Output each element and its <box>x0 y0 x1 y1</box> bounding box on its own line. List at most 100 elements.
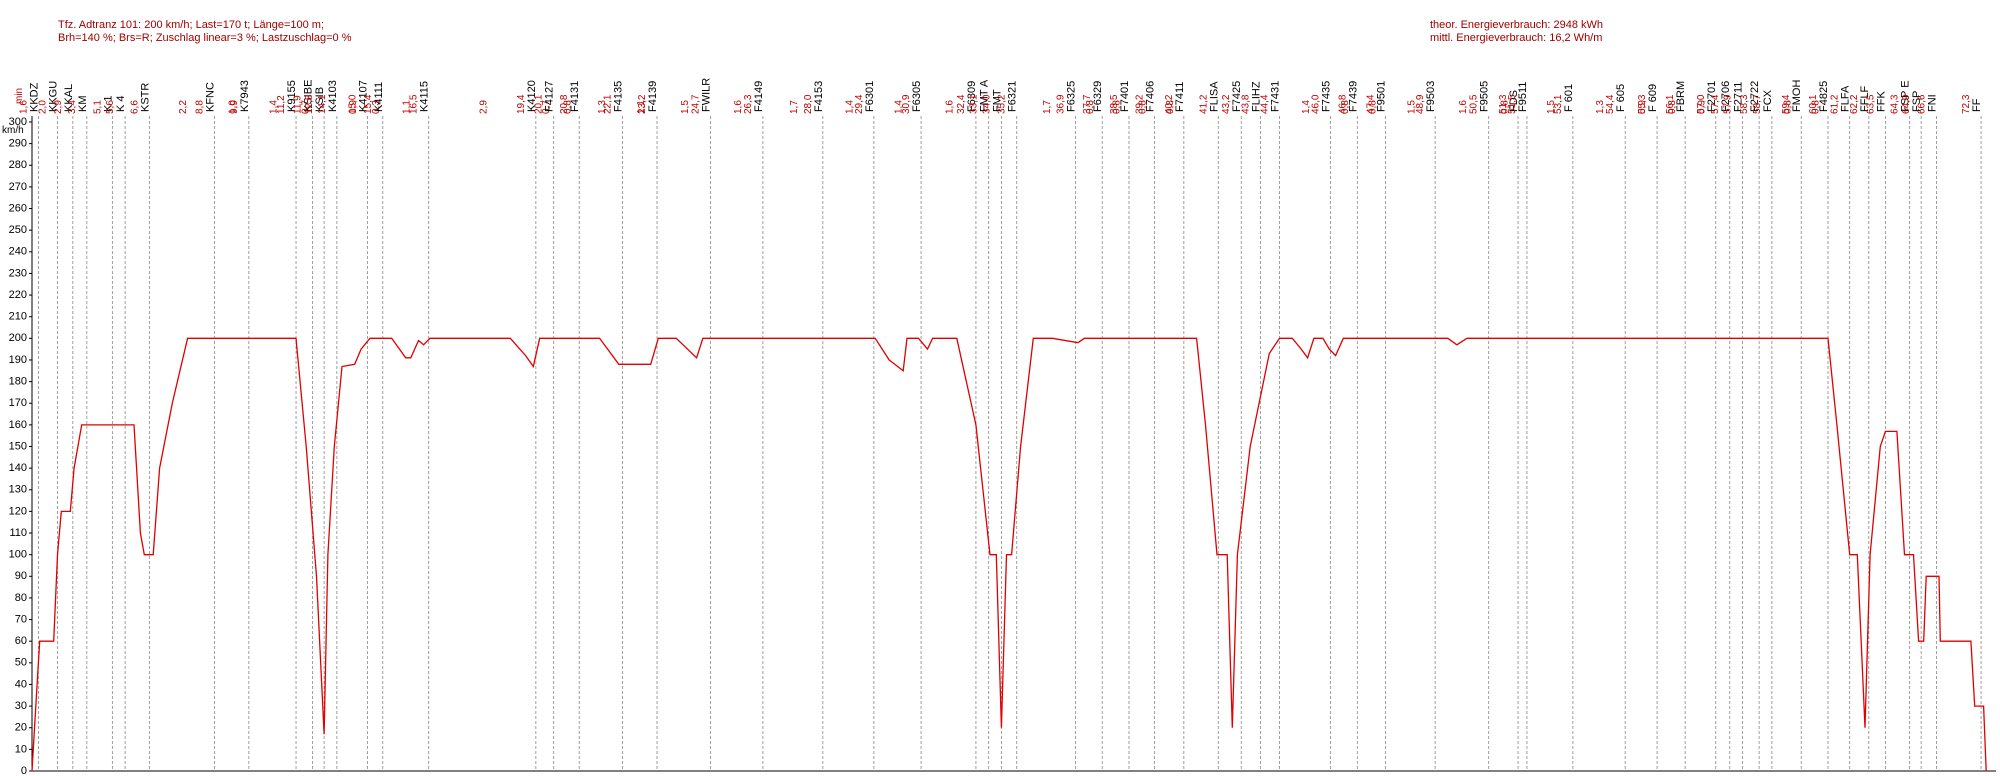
station-time: 37,7 <box>1082 94 1093 114</box>
station-name: F7435 <box>1321 81 1333 112</box>
y-tick-label: 20 <box>15 722 27 734</box>
station-time: 60,1 <box>1808 94 1819 114</box>
station-name: F4139 <box>647 81 659 112</box>
station-time: 16,5 <box>409 94 420 114</box>
y-tick-label: 240 <box>9 246 27 258</box>
station-time: 51,3 <box>1498 94 1509 114</box>
y-tick-label: 60 <box>15 635 27 647</box>
station-time: 32,4 <box>956 94 967 114</box>
interval-time: 1,1 <box>402 100 413 114</box>
station-time: 72,3 <box>1961 94 1972 114</box>
station-time: 48,9 <box>1415 94 1426 114</box>
interval-time: 0,8 <box>1165 100 1176 114</box>
interval-time: 0,8 <box>1367 100 1378 114</box>
interval-time: 2,9 <box>478 100 489 114</box>
station-name: F4825 <box>1818 81 1830 112</box>
interval-time: 1,4 <box>893 100 904 114</box>
interval-time: 1,6 <box>733 100 744 114</box>
station-time: 11,2 <box>276 95 287 114</box>
station-time: 36,9 <box>1055 94 1066 114</box>
header-line: Brh=140 %; Brs=R; Zuschlag linear=3 %; L… <box>58 32 352 44</box>
y-tick-label: 110 <box>9 527 27 539</box>
station-name: F9503 <box>1425 81 1437 112</box>
station-time: 64,3 <box>1890 94 1901 114</box>
station-name: K 4 <box>115 95 127 112</box>
y-tick-label: 270 <box>9 181 27 193</box>
interval-time: 1,6 <box>944 100 955 114</box>
interval-time: 1,4 <box>844 100 855 114</box>
station-name: F6321 <box>1007 81 1019 112</box>
y-tick-label: 70 <box>15 613 27 625</box>
station-name: F4127 <box>544 81 556 112</box>
station-name: F7406 <box>1145 81 1157 112</box>
station-name: F9511 <box>1517 82 1529 112</box>
y-tick-label: 290 <box>9 138 27 150</box>
station-name: F 605 <box>1615 84 1627 112</box>
station-name: KFNC <box>204 82 216 112</box>
interval-time: 1,7 <box>1042 100 1053 114</box>
station-name: F2706 <box>1720 81 1732 112</box>
station-name: KSIB <box>314 87 326 112</box>
header-line: theor. Energieverbrauch: 2948 kWh <box>1430 19 1603 31</box>
station-time: 54,4 <box>1605 94 1616 114</box>
station-name: FWILR <box>701 78 713 112</box>
station-name: F 601 <box>1563 84 1575 112</box>
interval-time: 0,8 <box>1783 100 1794 114</box>
y-tick-label: 280 <box>9 159 27 171</box>
y-tick-label: 250 <box>9 224 27 236</box>
station-time: 66,6 <box>1916 94 1927 114</box>
station-name: K 1 <box>102 95 114 112</box>
interval-time: 1,4 <box>268 100 279 114</box>
interval-time: 0,8 <box>1340 100 1351 114</box>
station-time: 28,0 <box>803 94 814 114</box>
station-time: 46,0 <box>1311 94 1322 114</box>
station-name: FSP E <box>1900 80 1912 112</box>
station-name: F7411 <box>1174 82 1186 112</box>
station-name: F7401 <box>1119 81 1131 112</box>
y-tick-label: 210 <box>9 311 27 323</box>
station-time: 15,4 <box>363 94 374 114</box>
station-name: F4131 <box>569 81 581 112</box>
y-tick-label: 80 <box>15 592 27 604</box>
station-time: 6,6 <box>129 100 140 114</box>
station-name: FLISA <box>1208 81 1220 112</box>
station-name: FMT <box>991 89 1003 112</box>
station-time: 59,4 <box>1781 94 1792 114</box>
header-line: mittl. Energieverbrauch: 16,2 Wh/m <box>1430 32 1602 44</box>
y-tick-label: 40 <box>15 678 27 690</box>
interval-time: 0,7 <box>300 100 311 114</box>
interval-time: 0,9 <box>1637 100 1648 114</box>
station-time: 51,5 <box>1507 94 1518 114</box>
station-name: FSP <box>1911 91 1923 112</box>
station-time: 53,1 <box>1553 94 1564 114</box>
station-name: F2722 <box>1749 81 1761 112</box>
interval-time: 0,8 <box>562 100 573 114</box>
station-time: 58,3 <box>1739 94 1750 114</box>
station-time: 58,7 <box>1752 94 1763 114</box>
station-name: FFK <box>1875 91 1887 112</box>
station-name: F4135 <box>613 81 625 112</box>
y-tick-label: 170 <box>9 397 27 409</box>
speed-line <box>31 337 1987 772</box>
y-tick-label: 190 <box>9 354 27 366</box>
station-name: KKGU <box>48 81 60 112</box>
station-time: 11,9 <box>293 95 304 114</box>
station-time: 43,8 <box>1240 94 1251 114</box>
station-name: FLFA <box>1840 85 1852 112</box>
interval-time: 1,3 <box>597 100 608 114</box>
station-name: FCX <box>1762 89 1774 112</box>
station-name: F2701 <box>1706 81 1718 112</box>
station-name: F6305 <box>911 81 923 112</box>
header-line: Tfz. Adtranz 101: 200 km/h; Last=170 t; … <box>58 19 324 31</box>
station-time: 20,8 <box>559 94 570 114</box>
station-name: F6301 <box>864 81 876 112</box>
station-time: 56,1 <box>1665 94 1676 114</box>
y-tick-label: 100 <box>9 549 27 561</box>
y-tick-label: 120 <box>9 505 27 517</box>
station-time: 61,2 <box>1830 94 1841 114</box>
interval-time: 2,2 <box>178 100 189 114</box>
interval-time: 1,5 <box>680 100 691 114</box>
y-tick-label: 140 <box>9 462 27 474</box>
interval-time: 0,3 <box>371 100 382 114</box>
